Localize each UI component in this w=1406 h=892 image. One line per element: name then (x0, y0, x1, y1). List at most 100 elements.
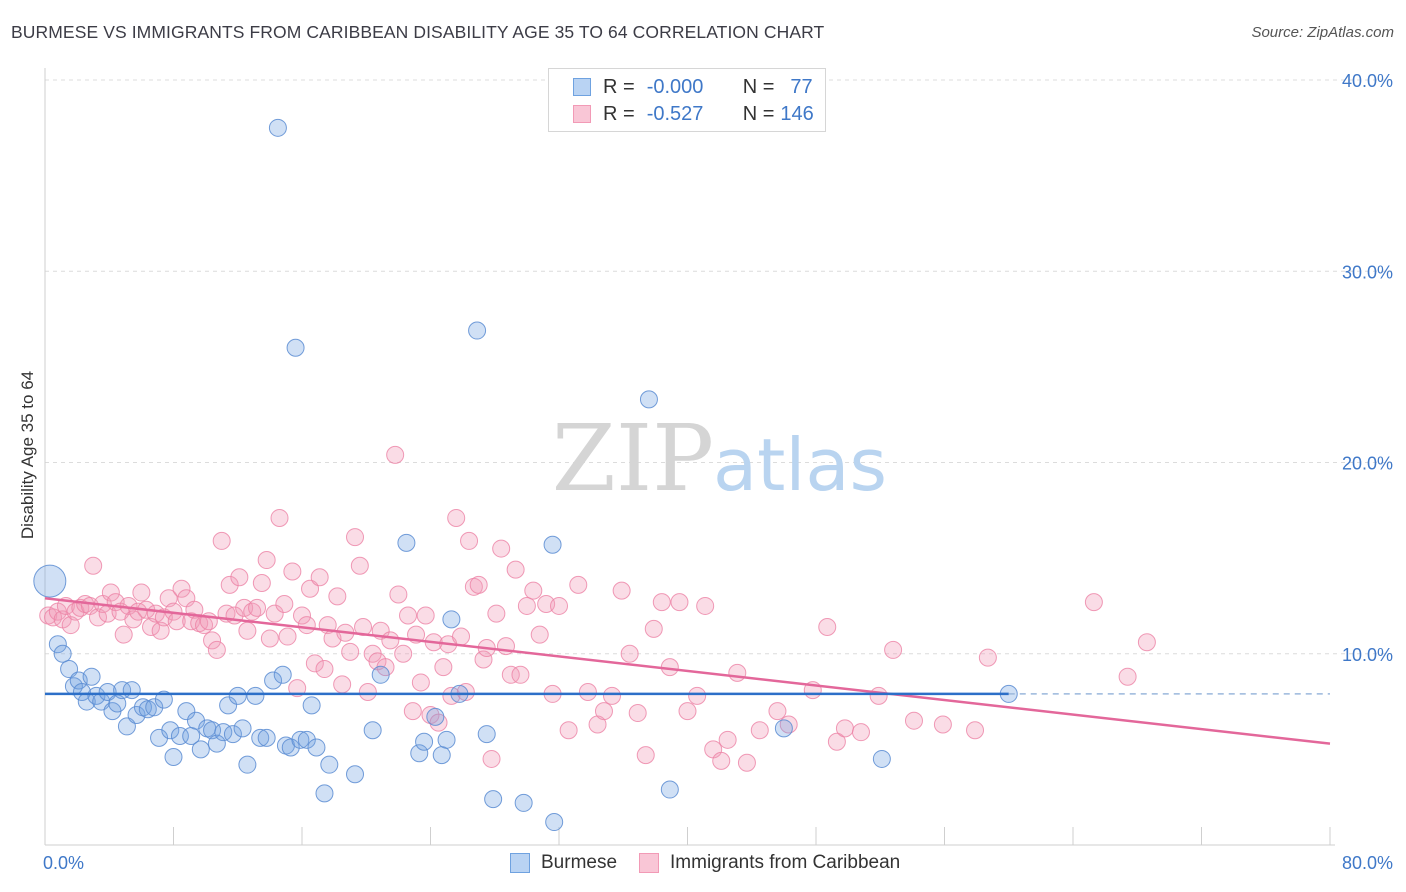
caribbean-point (172, 579, 191, 598)
caribbean-point (869, 686, 888, 705)
legend-swatch-burmese (573, 78, 591, 96)
caribbean-point (207, 640, 226, 659)
caribbean-point (569, 575, 588, 594)
caribbean-point (260, 629, 279, 648)
trend-lines (44, 597, 1331, 745)
caribbean-point (482, 749, 501, 768)
burmese-point (872, 749, 891, 768)
bottom-legend-swatch-burmese (510, 853, 530, 873)
burmese-point (543, 535, 562, 554)
caribbean-point (411, 673, 430, 692)
caribbean-point (1137, 633, 1156, 652)
caribbean-point (394, 644, 413, 663)
caribbean-point (257, 551, 276, 570)
caribbean-point (559, 721, 578, 740)
burmese-point (514, 793, 533, 812)
caribbean-point (884, 640, 903, 659)
burmese-point (397, 533, 416, 552)
caribbean-point (670, 593, 689, 612)
burmese-point (442, 610, 461, 629)
caribbean-point (460, 531, 479, 550)
caribbean-point (678, 702, 697, 721)
burmese-point (320, 755, 339, 774)
x-tick-label: 80.0% (1342, 853, 1393, 873)
burmese-point (238, 755, 257, 774)
burmese-point (154, 690, 173, 709)
caribbean-point (636, 746, 655, 765)
burmese-point (251, 728, 270, 747)
caribbean-point (275, 595, 294, 614)
caribbean-point (283, 562, 302, 581)
burmese-point (774, 719, 793, 738)
axes (44, 68, 1335, 846)
caribbean-point (530, 625, 549, 644)
burmese-point (415, 732, 434, 751)
caribbean-point (297, 616, 316, 635)
chart-title: BURMESE VS IMMIGRANTS FROM CARIBBEAN DIS… (11, 22, 825, 42)
legend-r-value: -0.000 (646, 75, 704, 98)
burmese-point (223, 725, 242, 744)
caribbean-point (750, 721, 769, 740)
burmese-point (228, 686, 247, 705)
caribbean-point (594, 702, 613, 721)
y-tick-label: 40.0% (1342, 71, 1393, 91)
caribbean-point (818, 617, 837, 636)
gridlines (45, 79, 1392, 655)
caribbean-point (524, 581, 543, 600)
caribbean-point (389, 585, 408, 604)
burmese-point (346, 765, 365, 784)
caribbean-trend-line (44, 597, 1331, 745)
burmese-point (161, 721, 180, 740)
legend-swatch-caribbean (573, 105, 591, 123)
burmese-point (426, 707, 445, 726)
burmese-point (268, 118, 287, 137)
caribbean-point (712, 751, 731, 770)
caribbean-point (212, 531, 231, 550)
caribbean-point (333, 675, 352, 694)
bottom-legend-swatch-caribbean (639, 853, 660, 873)
caribbean-point (728, 663, 747, 682)
burmese-point (291, 730, 310, 749)
burmese-point (468, 321, 487, 340)
caribbean-point (603, 686, 622, 705)
burmese-point (246, 686, 265, 705)
caribbean-point (403, 702, 422, 721)
caribbean-point (101, 583, 120, 602)
watermark: ZIP atlas (552, 405, 887, 512)
caribbean-point (270, 508, 289, 527)
caribbean-point (238, 621, 257, 640)
caribbean-point (550, 596, 568, 615)
burmese-point (660, 780, 679, 799)
caribbean-point (1118, 667, 1137, 686)
caribbean-point (358, 683, 377, 701)
burmese-point (177, 702, 196, 721)
caribbean-point (506, 560, 525, 579)
caribbean-point (328, 587, 347, 606)
caribbean-point (142, 617, 161, 636)
caribbean-point (474, 650, 493, 669)
burmese-point (60, 660, 79, 679)
burmese-point (286, 338, 305, 357)
caribbean-point (696, 596, 715, 615)
burmese-point (122, 681, 141, 700)
burmese-point (257, 728, 276, 747)
legend-n-value: 77 (790, 75, 813, 98)
burmese-point (138, 700, 157, 719)
burmese-point (302, 696, 321, 715)
caribbean-series (39, 445, 1156, 772)
caribbean-point (278, 627, 297, 646)
caribbean-point (933, 715, 952, 734)
burmese-point (145, 698, 164, 717)
caribbean-point (203, 631, 222, 650)
source-label: Source: ZipAtlas.com (1251, 24, 1394, 41)
watermark-atlas: atlas (713, 423, 887, 507)
caribbean-point (114, 625, 133, 644)
caribbean-point (768, 702, 787, 721)
caribbean-point (652, 593, 671, 612)
y-tick-label: 20.0% (1342, 454, 1393, 474)
watermark-zip: ZIP (552, 405, 714, 512)
caribbean-point (620, 644, 639, 663)
legend-r-label: R = (603, 102, 635, 125)
burmese-point (437, 730, 456, 749)
